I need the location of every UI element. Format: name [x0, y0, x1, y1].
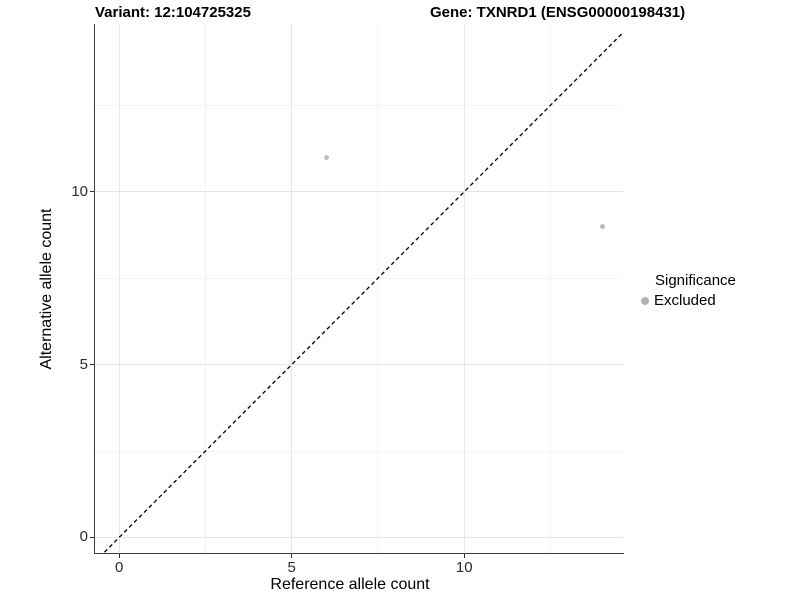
- gridline-x-major: [463, 24, 465, 553]
- gridline-y-minor: [95, 277, 623, 279]
- gridline-y-minor: [95, 450, 623, 452]
- x-tick-label: 5: [287, 559, 296, 576]
- y-tick-mark: [90, 191, 94, 193]
- plot-panel: [95, 24, 623, 553]
- x-tick-mark: [118, 554, 120, 558]
- x-tick-mark: [291, 554, 293, 558]
- data-point: [323, 154, 329, 160]
- gene-title: Gene: TXNRD1 (ENSG00000198431): [430, 4, 686, 21]
- x-axis-title: Reference allele count: [270, 576, 430, 593]
- data-point: [599, 223, 605, 229]
- identity-dashed-line: [102, 31, 623, 553]
- excluded-marker-icon: [641, 296, 649, 305]
- gridline-x-major: [291, 24, 293, 553]
- x-axis-line: [94, 553, 624, 554]
- gridline-y-major: [95, 191, 623, 193]
- x-tick-label: 0: [114, 559, 124, 576]
- legend-item-excluded: Excluded: [640, 292, 736, 309]
- legend-title: Significance: [655, 272, 736, 289]
- x-tick-label: 10: [455, 559, 473, 576]
- gridline-x-major: [118, 24, 120, 553]
- gridline-y-minor: [95, 104, 623, 106]
- gridline-x-minor: [550, 24, 552, 553]
- legend: Significance Excluded: [640, 272, 736, 309]
- identity-line-layer: [102, 31, 623, 553]
- gridline-x-minor: [377, 24, 379, 553]
- y-axis-line: [94, 24, 95, 554]
- y-tick-label: 0: [79, 528, 88, 546]
- x-tick-mark: [463, 554, 465, 558]
- y-tick-mark: [90, 364, 94, 366]
- legend-item-label: Excluded: [654, 292, 716, 309]
- gridline-x-minor: [204, 24, 206, 553]
- y-tick-label: 5: [79, 355, 88, 373]
- gridline-y-major: [95, 364, 623, 366]
- gridline-y-major: [95, 536, 623, 538]
- y-tick-mark: [90, 536, 94, 538]
- y-tick-label: 10: [71, 182, 88, 200]
- variant-title: Variant: 12:104725325: [95, 4, 251, 21]
